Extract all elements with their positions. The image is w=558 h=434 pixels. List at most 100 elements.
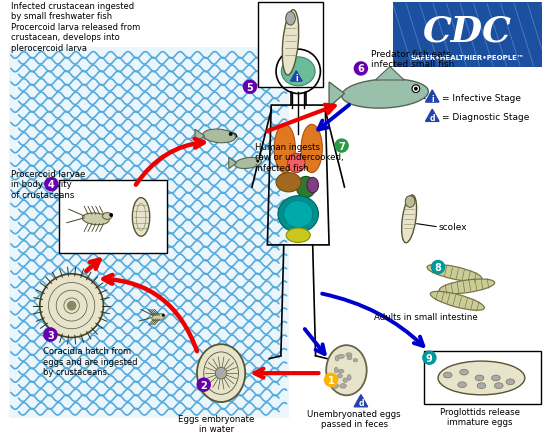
Circle shape	[44, 178, 59, 192]
Ellipse shape	[402, 195, 417, 243]
Text: Predator fish eats
infected small fish: Predator fish eats infected small fish	[371, 50, 454, 69]
Ellipse shape	[286, 13, 295, 26]
Polygon shape	[229, 158, 237, 169]
Ellipse shape	[296, 177, 316, 198]
Text: 3: 3	[47, 330, 54, 340]
Bar	[9, 48, 288, 418]
Circle shape	[67, 301, 76, 311]
Text: Procercoid larvae
in body cavity
of crustaceans: Procercoid larvae in body cavity of crus…	[11, 169, 85, 199]
Ellipse shape	[458, 382, 466, 388]
Ellipse shape	[338, 374, 343, 378]
Polygon shape	[329, 83, 344, 108]
Ellipse shape	[353, 359, 358, 362]
Ellipse shape	[460, 369, 468, 375]
Circle shape	[215, 368, 227, 379]
Ellipse shape	[405, 196, 415, 208]
Ellipse shape	[347, 375, 351, 381]
Bar	[424, 351, 541, 404]
Text: scolex: scolex	[438, 223, 466, 231]
Circle shape	[243, 80, 257, 95]
Ellipse shape	[281, 58, 315, 87]
Polygon shape	[426, 110, 439, 122]
Circle shape	[431, 260, 445, 275]
Polygon shape	[195, 130, 205, 143]
Text: 9: 9	[426, 353, 433, 363]
Ellipse shape	[334, 368, 338, 373]
Text: 4: 4	[48, 180, 55, 190]
Circle shape	[109, 214, 113, 217]
Circle shape	[412, 85, 420, 93]
Text: 2: 2	[200, 380, 207, 390]
Ellipse shape	[284, 201, 312, 228]
Text: Proglottids release
immature eggs: Proglottids release immature eggs	[440, 407, 519, 426]
Text: SAFER•HEALTHIER•PEOPLE™: SAFER•HEALTHIER•PEOPLE™	[411, 55, 525, 61]
Ellipse shape	[494, 383, 503, 389]
Ellipse shape	[132, 198, 150, 237]
Text: Coracidia hatch from
eggs and are ingested
by crustaceans.: Coracidia hatch from eggs and are ingest…	[43, 346, 137, 376]
Text: d: d	[430, 114, 435, 122]
Text: 1: 1	[328, 375, 334, 385]
Ellipse shape	[203, 130, 235, 144]
Text: 7: 7	[338, 141, 345, 151]
Ellipse shape	[286, 228, 310, 243]
Text: d: d	[358, 398, 364, 407]
Text: Adults in small intestine: Adults in small intestine	[374, 312, 478, 322]
Circle shape	[162, 314, 165, 317]
Text: = Infective Stage: = Infective Stage	[442, 94, 521, 102]
Ellipse shape	[444, 372, 452, 378]
Bar	[393, 3, 542, 68]
Ellipse shape	[430, 292, 484, 311]
Ellipse shape	[282, 11, 299, 76]
Circle shape	[43, 328, 57, 342]
Ellipse shape	[326, 345, 367, 395]
Ellipse shape	[331, 383, 339, 388]
Circle shape	[196, 378, 211, 392]
Text: 6: 6	[358, 64, 364, 74]
Text: Unembryonated eggs
passed in feces: Unembryonated eggs passed in feces	[307, 409, 401, 428]
Bar	[59, 181, 167, 253]
Ellipse shape	[335, 356, 339, 361]
Ellipse shape	[438, 361, 525, 395]
Text: i: i	[431, 94, 434, 103]
Text: 5: 5	[247, 82, 253, 92]
Text: Eggs embryonate
in water: Eggs embryonate in water	[178, 414, 254, 433]
Ellipse shape	[274, 125, 295, 173]
Ellipse shape	[103, 213, 112, 220]
Ellipse shape	[506, 379, 514, 385]
Ellipse shape	[340, 384, 347, 388]
Ellipse shape	[152, 314, 165, 321]
Ellipse shape	[439, 279, 495, 294]
Ellipse shape	[82, 214, 109, 225]
Ellipse shape	[338, 369, 344, 373]
Circle shape	[414, 88, 418, 92]
Circle shape	[354, 62, 368, 76]
Ellipse shape	[301, 125, 323, 173]
Text: = Diagnostic Stage: = Diagnostic Stage	[442, 113, 530, 122]
Ellipse shape	[343, 378, 348, 382]
Text: Infected crustacean ingested
by small freshwater fish
Procercoid larva released : Infected crustacean ingested by small fr…	[11, 2, 140, 53]
Ellipse shape	[477, 383, 486, 389]
Ellipse shape	[276, 173, 301, 192]
Ellipse shape	[338, 355, 344, 358]
Circle shape	[40, 274, 103, 338]
Ellipse shape	[492, 375, 500, 381]
Text: CDC: CDC	[423, 15, 512, 49]
Ellipse shape	[235, 158, 262, 169]
Bar	[258, 3, 323, 88]
Text: 8: 8	[435, 263, 441, 273]
Ellipse shape	[475, 375, 484, 381]
Ellipse shape	[347, 356, 352, 360]
Circle shape	[256, 160, 259, 163]
Polygon shape	[291, 72, 302, 82]
Ellipse shape	[307, 178, 319, 194]
Circle shape	[229, 133, 233, 137]
Polygon shape	[376, 67, 405, 81]
Ellipse shape	[341, 80, 429, 109]
Ellipse shape	[427, 265, 482, 282]
Ellipse shape	[197, 345, 245, 402]
Circle shape	[324, 373, 338, 387]
Circle shape	[422, 351, 436, 365]
Ellipse shape	[287, 154, 305, 173]
Text: Human ingests
raw or undercooked,
infected fish: Human ingests raw or undercooked, infect…	[255, 142, 344, 172]
Ellipse shape	[346, 353, 352, 356]
